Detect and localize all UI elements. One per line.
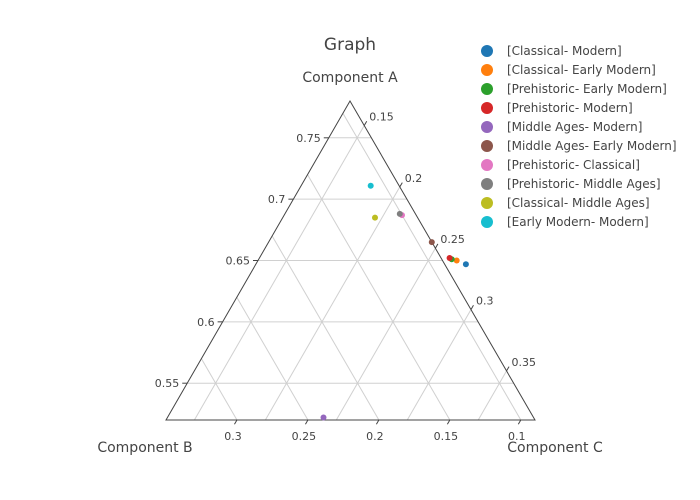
tick-mark-b — [304, 419, 309, 425]
tick-mark-b — [517, 419, 522, 425]
tick-mark-c — [399, 182, 403, 188]
tick-label-c: 0.25 — [440, 233, 465, 246]
grid-line-b — [271, 235, 380, 421]
axis-ticks: 0.55 0.6 0.65 0.7 0.75 0.3 0.25 0.2 0.15 0.1 0.15 0… — [155, 111, 536, 443]
data-point[interactable] — [462, 261, 469, 268]
tick-label-a: 0.75 — [296, 132, 321, 145]
tick-label-c: 0.2 — [405, 172, 423, 185]
legend-marker[interactable] — [481, 121, 493, 133]
grid-lines — [187, 113, 522, 421]
tick-mark-c — [363, 120, 368, 126]
axis-a-title: Component A — [302, 70, 398, 86]
legend-item-label[interactable]: [Middle Ages- Modern] — [507, 120, 642, 134]
tick-label-a: 0.55 — [155, 377, 180, 390]
grid-line-c — [193, 125, 365, 421]
data-point[interactable] — [367, 182, 374, 189]
axis-c-title: Component C — [507, 440, 603, 456]
grid-line-b — [236, 297, 309, 421]
legend-marker[interactable] — [481, 216, 493, 228]
legend: [Classical- Modern] [Classical- Early Mod… — [481, 44, 677, 229]
data-point[interactable] — [428, 239, 435, 246]
grid-line-b — [342, 113, 522, 421]
legend-marker[interactable] — [481, 197, 493, 209]
legend-item-label[interactable]: [Classical- Early Modern] — [507, 63, 656, 77]
tick-label-c: 0.35 — [512, 356, 537, 369]
tick-label-b: 0.2 — [366, 430, 384, 443]
data-point[interactable] — [396, 210, 403, 217]
data-point[interactable] — [453, 257, 460, 264]
tick-label-a: 0.65 — [226, 255, 251, 268]
tick-mark-b — [446, 419, 451, 425]
legend-marker[interactable] — [481, 102, 493, 114]
tick-label-a: 0.7 — [268, 193, 286, 206]
axis-b-title: Component B — [97, 440, 192, 456]
legend-marker[interactable] — [481, 178, 493, 190]
data-point[interactable] — [320, 414, 327, 421]
grid-line-c — [406, 309, 472, 421]
tick-mark-c — [506, 366, 510, 372]
legend-item-label[interactable]: [Prehistoric- Classical] — [507, 158, 640, 172]
grid-line-c — [264, 186, 401, 421]
legend-marker[interactable] — [481, 45, 493, 57]
tick-label-c: 0.15 — [369, 111, 394, 124]
tick-mark-c — [470, 305, 474, 310]
legend-marker[interactable] — [481, 64, 493, 76]
grid-line-c — [477, 370, 507, 421]
tick-mark-b — [375, 419, 380, 425]
grid-line-b — [307, 174, 451, 421]
data-points — [320, 182, 469, 421]
tick-label-c: 0.3 — [476, 295, 494, 308]
chart-title: Graph — [324, 35, 376, 55]
tick-label-a: 0.6 — [197, 316, 215, 329]
legend-item-label[interactable]: [Classical- Middle Ages] — [507, 196, 650, 210]
grid-line-b — [200, 358, 238, 421]
legend-item-label[interactable]: [Prehistoric- Middle Ages] — [507, 177, 661, 191]
legend-item-label[interactable]: [Prehistoric- Modern] — [507, 101, 633, 115]
legend-item-label[interactable]: [Classical- Modern] — [507, 44, 622, 58]
legend-marker[interactable] — [481, 83, 493, 95]
legend-marker[interactable] — [481, 140, 493, 152]
tick-label-b: 0.1 — [508, 430, 526, 443]
tick-mark-c — [434, 243, 439, 249]
legend-item-label[interactable]: [Prehistoric- Early Modern] — [507, 82, 667, 96]
tick-mark-b — [234, 419, 238, 425]
tick-label-b: 0.3 — [224, 430, 242, 443]
tick-label-b: 0.15 — [434, 430, 459, 443]
tick-label-b: 0.25 — [292, 430, 317, 443]
legend-item-label[interactable]: [Early Modern- Modern] — [507, 215, 649, 229]
legend-item-label[interactable]: [Middle Ages- Early Modern] — [507, 139, 677, 153]
data-point[interactable] — [372, 214, 378, 221]
legend-marker[interactable] — [481, 159, 493, 171]
data-point[interactable] — [446, 255, 453, 261]
grid-line-c — [335, 247, 436, 421]
